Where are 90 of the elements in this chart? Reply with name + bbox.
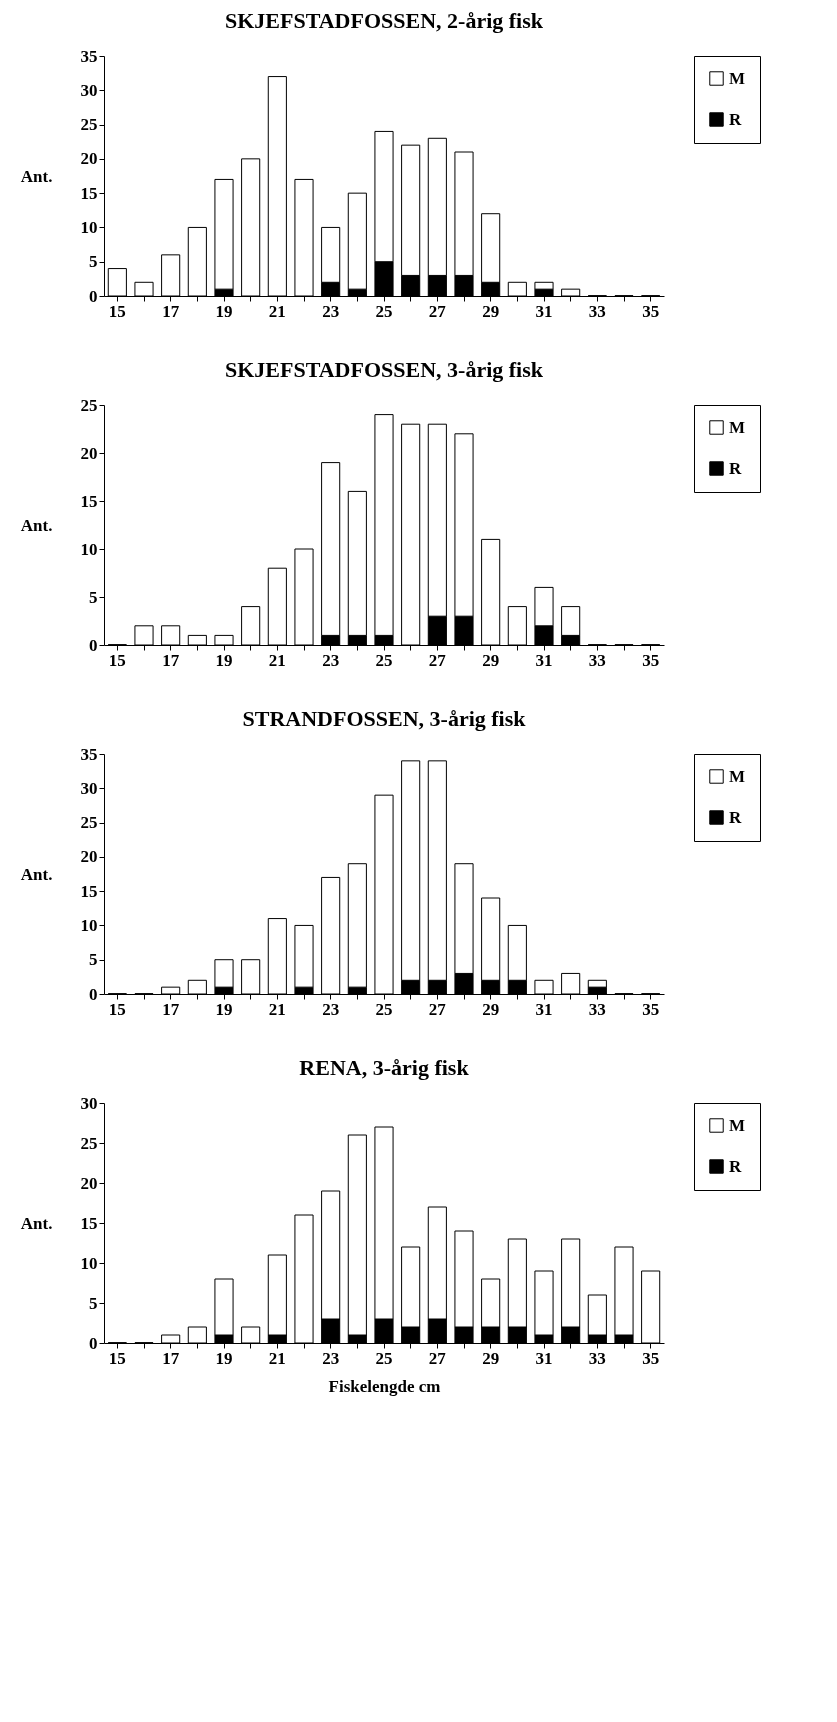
y-tick-label: 10 (80, 1253, 98, 1273)
y-tick-label: 15 (80, 491, 98, 511)
chart-title: SKJEFSTADFOSSEN, 2-årig fisk (224, 8, 544, 33)
legend-label: M (729, 1115, 746, 1135)
x-tick-label: 31 (535, 999, 553, 1019)
y-tick-label: 25 (80, 1133, 98, 1153)
x-tick-label: 25 (375, 999, 393, 1019)
y-axis-title: Ant. (20, 166, 53, 186)
y-tick-label: 10 (80, 539, 98, 559)
y-tick-label: 10 (80, 217, 98, 237)
x-tick-label: 15 (108, 999, 126, 1019)
x-tick-label: 29 (482, 301, 500, 321)
x-tick-label: 31 (535, 650, 553, 670)
chart-title: SKJEFSTADFOSSEN, 3-årig fisk (224, 357, 544, 382)
x-tick-label: 21 (268, 301, 286, 321)
x-tick-label: 25 (375, 301, 393, 321)
legend-label: M (729, 766, 746, 786)
y-tick-label: 20 (80, 1173, 98, 1193)
chart-title: RENA, 3-årig fisk (299, 1055, 470, 1080)
x-tick-label: 19 (215, 301, 233, 321)
x-tick-label: 17 (162, 999, 180, 1019)
x-tick-label: 35 (642, 650, 660, 670)
y-tick-label: 15 (80, 881, 98, 901)
x-tick-label: 23 (322, 1348, 340, 1368)
legend-label: M (729, 68, 746, 88)
y-tick-label: 20 (80, 847, 98, 867)
chart-title: STRANDFOSSEN, 3-årig fisk (242, 706, 527, 731)
y-tick-label: 20 (80, 149, 98, 169)
y-tick-label: 30 (80, 778, 98, 798)
x-tick-label: 31 (535, 301, 553, 321)
legend-label: M (729, 417, 746, 437)
x-tick-label: 27 (428, 650, 447, 670)
y-tick-label: 15 (80, 1213, 98, 1233)
x-tick-label: 33 (588, 301, 606, 321)
legend-label: R (729, 458, 742, 478)
y-tick-label: 10 (80, 915, 98, 935)
x-tick-label: 29 (482, 999, 500, 1019)
y-tick-label: 5 (89, 1293, 98, 1313)
x-tick-label: 25 (375, 650, 393, 670)
x-tick-label: 35 (642, 301, 660, 321)
y-axis-title: Ant. (20, 1213, 53, 1233)
y-tick-label: 25 (80, 115, 98, 135)
legend-label: R (729, 1156, 742, 1176)
x-tick-label: 17 (162, 650, 180, 670)
x-tick-label: 17 (162, 1348, 180, 1368)
x-tick-label: 19 (215, 999, 233, 1019)
y-tick-label: 0 (89, 635, 98, 655)
x-tick-label: 19 (215, 650, 233, 670)
x-tick-label: 31 (535, 1348, 553, 1368)
x-tick-label: 33 (588, 650, 606, 670)
y-tick-label: 0 (89, 984, 98, 1004)
x-tick-label: 33 (588, 1348, 606, 1368)
x-tick-label: 23 (322, 650, 340, 670)
y-tick-label: 15 (80, 183, 98, 203)
x-tick-label: 15 (108, 650, 126, 670)
y-axis-title: Ant. (20, 864, 53, 884)
x-tick-label: 35 (642, 1348, 660, 1368)
y-tick-label: 30 (80, 80, 98, 100)
y-tick-label: 5 (89, 587, 98, 607)
x-tick-label: 15 (108, 301, 126, 321)
y-tick-label: 35 (80, 744, 98, 764)
y-tick-label: 25 (80, 395, 98, 415)
x-tick-label: 27 (428, 1348, 447, 1368)
x-tick-label: 19 (215, 1348, 233, 1368)
y-tick-label: 5 (89, 950, 98, 970)
y-tick-label: 35 (80, 46, 98, 66)
x-tick-label: 27 (428, 301, 447, 321)
x-tick-label: 33 (588, 999, 606, 1019)
x-tick-label: 23 (322, 301, 340, 321)
x-tick-label: 29 (482, 1348, 500, 1368)
y-tick-label: 5 (89, 252, 98, 272)
y-tick-label: 20 (80, 443, 98, 463)
x-tick-label: 21 (268, 650, 286, 670)
x-tick-label: 27 (428, 999, 447, 1019)
y-axis-title: Ant. (20, 515, 53, 535)
x-tick-label: 15 (108, 1348, 126, 1368)
y-tick-label: 25 (80, 813, 98, 833)
x-tick-label: 21 (268, 999, 286, 1019)
y-tick-label: 30 (80, 1093, 98, 1113)
y-tick-label: 0 (89, 1333, 98, 1353)
x-axis-title: Fiskelengde cm (328, 1376, 441, 1396)
x-tick-label: 29 (482, 650, 500, 670)
y-tick-label: 0 (89, 286, 98, 306)
x-tick-label: 35 (642, 999, 660, 1019)
x-tick-label: 23 (322, 999, 340, 1019)
x-tick-label: 17 (162, 301, 180, 321)
legend-label: R (729, 109, 742, 129)
x-tick-label: 25 (375, 1348, 393, 1368)
legend-label: R (729, 807, 742, 827)
x-tick-label: 21 (268, 1348, 286, 1368)
